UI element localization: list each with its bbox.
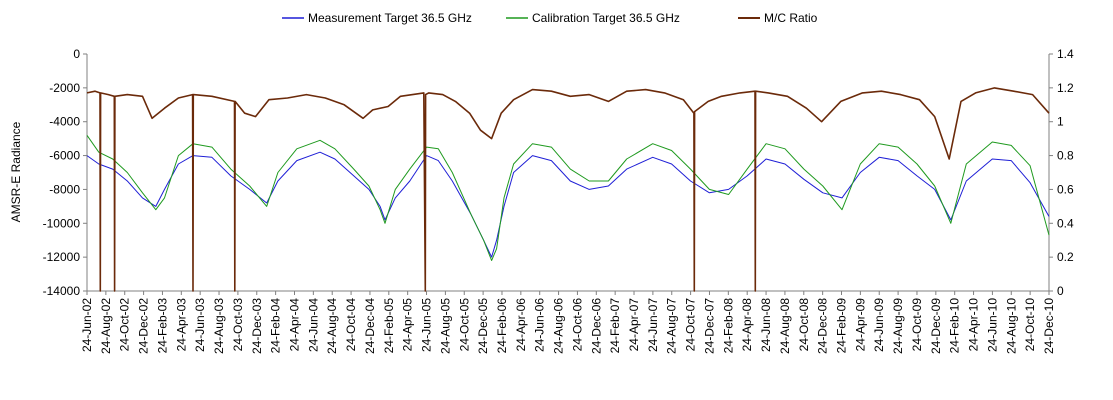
x-tick-label: 24-Oct-03 bbox=[231, 298, 245, 352]
x-tick-label: 24-Oct-08 bbox=[797, 298, 811, 352]
x-tick-label: 24-Feb-07 bbox=[608, 298, 622, 354]
x-tick-label: 24-Apr-07 bbox=[627, 298, 641, 352]
y-ticks-left: -14000 -12000 -10000 -8000 -6000 -4000 -2000 0 bbox=[43, 47, 87, 298]
x-tick-label: 24-Apr-05 bbox=[401, 298, 415, 352]
y-ticks-right: 0 0.2 0.4 0.6 0.8 1 1.2 1.4 bbox=[1049, 47, 1074, 298]
legend-item-measurement: Measurement Target 36.5 GHz bbox=[282, 11, 472, 25]
x-tick-label: 24-Dec-08 bbox=[816, 298, 830, 354]
legend-label-mc-ratio: M/C Ratio bbox=[764, 11, 818, 25]
x-tick-label: 24-Dec-04 bbox=[363, 298, 377, 354]
y-tick-label-left: -2000 bbox=[49, 81, 80, 95]
x-tick-label: 24-Feb-10 bbox=[948, 298, 962, 354]
y-tick-label-left: -6000 bbox=[49, 149, 80, 163]
x-tick-label: 24-Feb-06 bbox=[495, 298, 509, 354]
y-tick-label-right: 0.6 bbox=[1057, 182, 1074, 196]
y-tick-label-right: 1.2 bbox=[1057, 81, 1074, 95]
y-tick-label-left: -14000 bbox=[43, 284, 81, 298]
plot-area bbox=[86, 54, 1050, 292]
x-tick-label: 24-Apr-04 bbox=[287, 298, 301, 352]
y-tick-label-left: -10000 bbox=[43, 216, 81, 230]
y-tick-label-left: -8000 bbox=[49, 182, 80, 196]
series-layer bbox=[86, 87, 1050, 292]
x-tick-label: 24-Oct-04 bbox=[344, 298, 358, 352]
x-tick-label: 24-Dec-03 bbox=[250, 298, 264, 354]
x-tick-label: 24-Dec-09 bbox=[929, 298, 943, 354]
series-line-mc-ratio bbox=[86, 87, 1050, 292]
x-ticks: 24-Jun-02 24-Aug-02 24-Oct-02 24-Dec-02 24-F… bbox=[80, 291, 1056, 354]
x-tick-label: 24-Aug-10 bbox=[1004, 298, 1018, 354]
x-tick-label: 24-Dec-02 bbox=[137, 298, 151, 354]
x-tick-label: 24-Jun-03 bbox=[193, 298, 207, 352]
x-tick-label: 24-Aug-09 bbox=[891, 298, 905, 354]
x-tick-label: 24-Oct-05 bbox=[457, 298, 471, 352]
legend: Measurement Target 36.5 GHz Calibration … bbox=[282, 11, 818, 25]
x-tick-label: 24-Oct-09 bbox=[910, 298, 924, 352]
x-tick-label: 24-Aug-04 bbox=[325, 298, 339, 354]
x-tick-label: 24-Oct-10 bbox=[1023, 298, 1037, 352]
x-tick-label: 24-Jun-06 bbox=[533, 298, 547, 352]
x-tick-label: 24-Apr-03 bbox=[174, 298, 188, 352]
y-tick-label-right: 0.4 bbox=[1057, 216, 1074, 230]
x-tick-label: 24-Aug-03 bbox=[212, 298, 226, 354]
x-tick-label: 24-Jun-07 bbox=[646, 298, 660, 352]
x-tick-label: 24-Feb-04 bbox=[269, 298, 283, 354]
y-tick-label-left: 0 bbox=[73, 47, 80, 61]
legend-item-mc-ratio: M/C Ratio bbox=[738, 11, 818, 25]
y-tick-label-right: 0 bbox=[1057, 284, 1064, 298]
x-tick-label: 24-Apr-09 bbox=[853, 298, 867, 352]
x-tick-label: 24-Aug-08 bbox=[778, 298, 792, 354]
x-tick-label: 24-Feb-08 bbox=[721, 298, 735, 354]
y-axis-title: AMSR-E Radiance bbox=[9, 121, 23, 222]
y-tick-label-right: 0.2 bbox=[1057, 250, 1074, 264]
y-tick-label-right: 1 bbox=[1057, 115, 1064, 129]
y-tick-label-right: 1.4 bbox=[1057, 47, 1074, 61]
x-tick-label: 24-Jun-08 bbox=[759, 298, 773, 352]
x-tick-label: 24-Oct-06 bbox=[570, 298, 584, 352]
x-tick-label: 24-Jun-10 bbox=[985, 298, 999, 352]
x-tick-label: 24-Oct-02 bbox=[118, 298, 132, 352]
x-tick-label: 24-Aug-02 bbox=[99, 298, 113, 354]
x-tick-label: 24-Feb-05 bbox=[382, 298, 396, 354]
x-tick-label: 24-Apr-10 bbox=[967, 298, 981, 352]
x-tick-label: 24-Dec-10 bbox=[1042, 298, 1056, 354]
x-tick-label: 24-Aug-05 bbox=[438, 298, 452, 354]
x-tick-label: 24-Jun-05 bbox=[420, 298, 434, 352]
x-tick-label: 24-Jun-09 bbox=[872, 298, 886, 352]
x-tick-label: 24-Feb-09 bbox=[835, 298, 849, 354]
x-tick-label: 24-Jun-02 bbox=[80, 298, 94, 352]
x-tick-label: 24-Jun-04 bbox=[306, 298, 320, 352]
y-tick-label-left: -4000 bbox=[49, 115, 80, 129]
x-tick-label: 24-Apr-06 bbox=[514, 298, 528, 352]
x-tick-label: 24-Aug-06 bbox=[552, 298, 566, 354]
series-line-calibration bbox=[86, 135, 1050, 261]
y-tick-label-left: -12000 bbox=[43, 250, 81, 264]
legend-label-calibration: Calibration Target 36.5 GHz bbox=[532, 11, 680, 25]
x-tick-label: 24-Aug-07 bbox=[665, 298, 679, 354]
x-tick-label: 24-Dec-06 bbox=[589, 298, 603, 354]
x-tick-label: 24-Dec-05 bbox=[476, 298, 490, 354]
x-tick-label: 24-Oct-07 bbox=[684, 298, 698, 352]
legend-item-calibration: Calibration Target 36.5 GHz bbox=[506, 11, 680, 25]
legend-label-measurement: Measurement Target 36.5 GHz bbox=[308, 11, 472, 25]
x-tick-label: 24-Dec-07 bbox=[702, 298, 716, 354]
x-tick-label: 24-Apr-08 bbox=[740, 298, 754, 352]
x-tick-label: 24-Feb-03 bbox=[155, 298, 169, 354]
y-tick-label-right: 0.8 bbox=[1057, 149, 1074, 163]
